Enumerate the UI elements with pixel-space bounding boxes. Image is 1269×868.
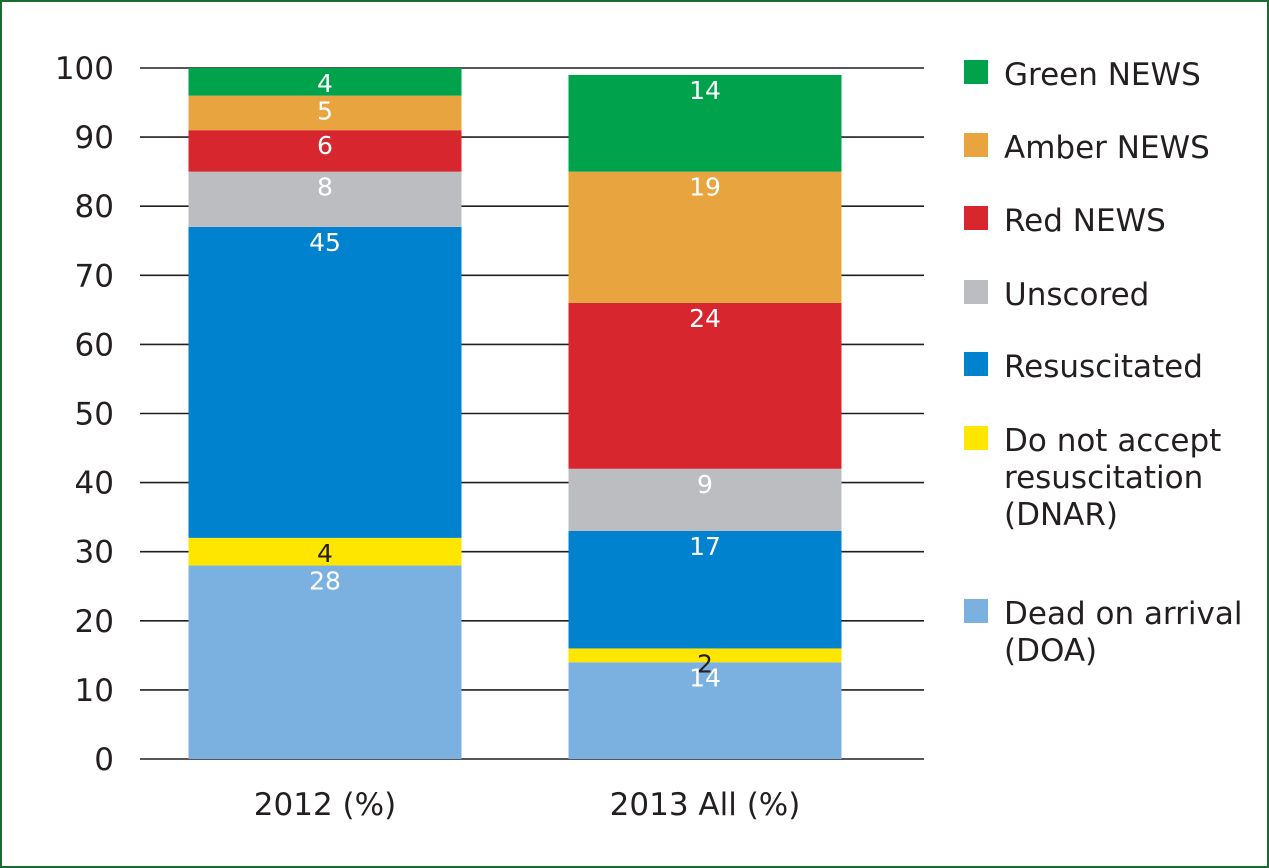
data-label: 5 [317, 97, 333, 126]
data-label: 9 [697, 470, 713, 499]
legend-label: (DNAR) [1004, 497, 1118, 533]
bar-segments [188, 68, 842, 759]
y-tick-label: 30 [75, 535, 114, 571]
data-label: 6 [317, 131, 333, 160]
legend-swatch [964, 352, 988, 376]
y-tick-label: 50 [75, 397, 114, 433]
legend-swatch [964, 599, 988, 623]
y-tick-label: 70 [75, 258, 114, 294]
bar-segment [568, 468, 842, 531]
data-label: 45 [309, 228, 341, 257]
x-category-label: 2012 (%) [254, 787, 396, 823]
data-label: 2 [697, 649, 713, 678]
legend-swatch [964, 206, 988, 230]
bar-segment [188, 68, 462, 96]
bar-segment [188, 565, 462, 759]
legend-label: resuscitation [1004, 460, 1203, 496]
legend-label: Do not accept [1004, 423, 1221, 459]
data-label: 14 [689, 76, 721, 105]
data-label: 24 [689, 304, 721, 333]
bar-segment [188, 130, 462, 172]
data-label: 17 [689, 532, 721, 561]
legend-label: Green NEWS [1004, 57, 1201, 93]
y-tick-label: 60 [75, 327, 114, 363]
legend-swatch [964, 133, 988, 157]
legend-swatch [964, 60, 988, 84]
data-label: 4 [317, 539, 333, 568]
y-tick-label: 0 [94, 742, 114, 778]
legend-label: Dead on arrival [1004, 596, 1242, 632]
legend-label: Red NEWS [1004, 203, 1166, 239]
bar-segment [188, 537, 462, 566]
legend-label: Resuscitated [1004, 349, 1203, 385]
bar-segment [568, 530, 842, 649]
bar-segment [188, 171, 462, 227]
bar-segment [188, 226, 462, 538]
y-tick-label: 20 [75, 604, 114, 640]
bar-segment [568, 302, 842, 469]
data-label: 8 [317, 173, 333, 202]
legend-swatch [964, 426, 988, 450]
bar-segment [568, 648, 842, 663]
axes: 0 10 20 30 40 50 60 70 80 90 100 2012 (%) 2013 All (… [55, 51, 801, 823]
data-label: 4 [317, 69, 333, 98]
bar-segment [568, 171, 842, 303]
bar-segment [568, 662, 842, 759]
y-tick-label: 10 [75, 673, 114, 709]
data-label: 19 [689, 173, 721, 202]
legend-label: Amber NEWS [1004, 130, 1210, 166]
legend-swatch [964, 280, 988, 304]
bar-segment [188, 95, 462, 131]
y-tick-label: 90 [75, 120, 114, 156]
bar-segment [568, 74, 842, 172]
legend: Green NEWS Amber NEWS Red NEWS Unscored Resu… [964, 57, 1242, 669]
y-tick-label: 40 [75, 466, 114, 502]
legend-label: Unscored [1004, 277, 1149, 313]
legend-label: (DOA) [1004, 633, 1097, 669]
x-category-label: 2013 All (%) [610, 787, 801, 823]
y-tick-label: 80 [75, 189, 114, 225]
data-label: 14 [689, 663, 721, 692]
y-tick-label: 100 [55, 51, 114, 87]
data-label: 28 [309, 567, 341, 596]
